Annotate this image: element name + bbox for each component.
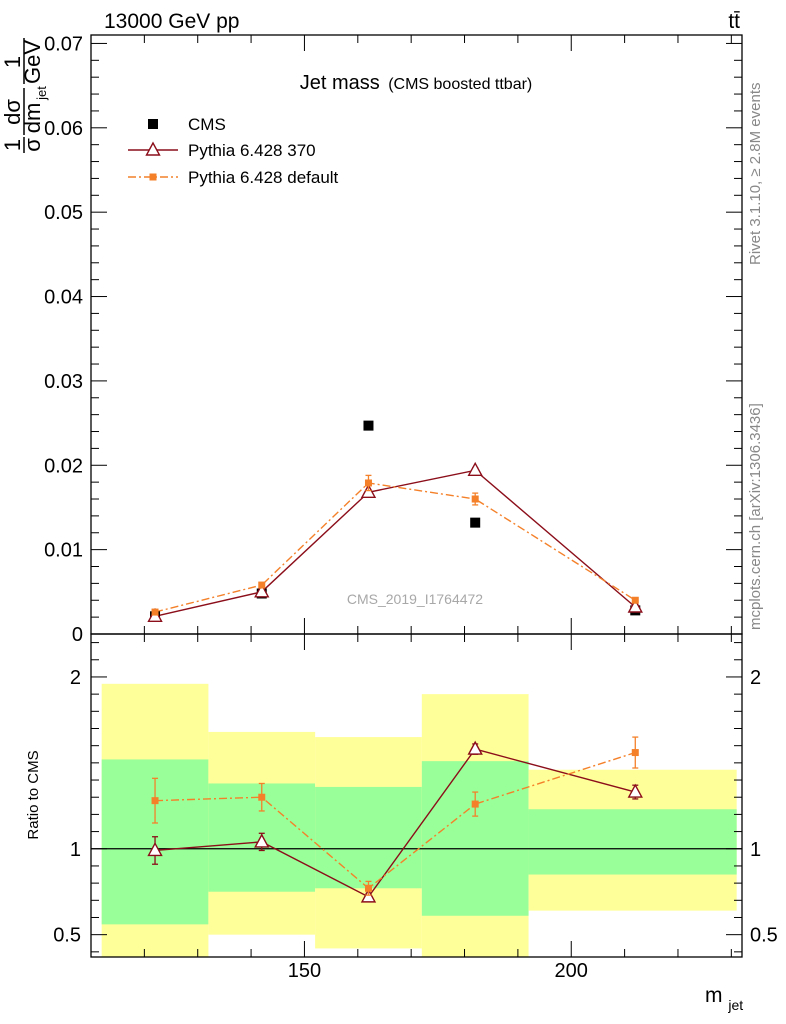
legend: CMS Pythia 6.428 370 Pythia 6.428 default (128, 115, 339, 187)
y-label-frac1-num: 1 (0, 139, 25, 151)
ratio-pythia-370-point (147, 842, 163, 857)
legend-label-pythia-default: Pythia 6.428 default (188, 168, 339, 187)
main-y-tick-label: 0.01 (44, 540, 83, 562)
energy-label: 13000 GeV pp (104, 10, 239, 33)
process-label: tt̄ (728, 10, 740, 33)
ratio-y-tick-label-right: 2 (750, 667, 761, 689)
ratio-pythia-370-point (467, 740, 483, 755)
main-pythia-370-point (467, 461, 483, 477)
legend-label-pythia-370: Pythia 6.428 370 (188, 141, 316, 160)
main-y-tick-label: 0.07 (44, 33, 83, 55)
ratio-y-tick-label-left: 0.5 (53, 925, 81, 947)
y-label-frac2-num: dσ (0, 99, 25, 125)
ratio-pythia-default-point (631, 749, 639, 757)
main-pythia-370-point (627, 598, 643, 613)
plot-title-sub: (CMS boosted ttbar) (388, 76, 532, 93)
y-label-frac2-den: dm (20, 103, 45, 134)
main-y-tick-label: 0.02 (44, 455, 83, 477)
ratio-y-label: Ratio to CMS (25, 750, 42, 839)
ratio-pythia-default-point (364, 884, 372, 892)
y-label-frac1-den: σ (20, 138, 45, 152)
main-pythia-default-point (631, 596, 639, 604)
ratio-panel-frame (90, 633, 743, 958)
main-y-tick-label: 0.05 (44, 202, 83, 224)
x-axis-label: m jet (705, 984, 743, 1013)
side-text-rivet: Rivet 3.1.10, ≥ 2.8M events (747, 83, 764, 266)
plot-title-main: Jet mass (300, 72, 380, 94)
main-pythia-default-point (151, 608, 159, 616)
x-axis-label-sub: jet (727, 997, 743, 1013)
ratio-pythia-370-point (360, 888, 377, 903)
x-tick-label: 150 (288, 960, 321, 982)
side-text-mcplots: mcplots.cern.ch [arXiv:1306.3436] (747, 403, 764, 630)
main-plot-panel: 0 0.01 0.02 0.03 0.04 0.05 0.06 0.07 (44, 33, 743, 646)
ratio-pythia-default-point (151, 797, 159, 805)
ratio-pythia-default-point (471, 800, 479, 808)
main-cms-point (363, 420, 374, 431)
main-pythia-370-point (360, 483, 377, 498)
ratio-pythia-370-point (254, 833, 270, 848)
ratio-y-tick-label-right: 1 (750, 839, 761, 861)
y-label-frac3-den: GeV (20, 40, 45, 84)
main-y-tick-label: 0 (72, 624, 83, 646)
analysis-watermark: CMS_2019_I1764472 (347, 591, 483, 607)
x-axis-label-main: m (705, 984, 723, 1007)
uncertainty-band-inner (421, 761, 529, 916)
uncertainty-band-inner (315, 786, 422, 889)
y-axis-label-top: 1 σ dσ dm jet 1 GeV (0, 38, 49, 153)
ratio-y-tick-label-left: 2 (70, 667, 81, 689)
main-pythia-default-point (471, 495, 479, 503)
ratio-y-tick-label-left: 1 (70, 839, 81, 861)
ratio-y-tick-label-right: 0.5 (750, 925, 778, 947)
uncertainty-band-inner (528, 809, 737, 875)
main-y-tick-label: 0.04 (44, 287, 83, 309)
y-label-frac3-num: 1 (0, 56, 25, 68)
main-pythia-default-point (364, 479, 372, 487)
main-pythia-default-point (258, 581, 266, 589)
ratio-pythia-default-point (258, 793, 266, 801)
main-y-tick-label: 0.03 (44, 371, 83, 393)
plot-title: Jet mass (CMS boosted ttbar) (300, 72, 533, 94)
ratio-plot-panel: 0.5 0.5 1 1 2 2 150 200 (53, 633, 778, 982)
legend-marker-pythia-370 (145, 141, 161, 156)
legend-label-cms: CMS (188, 115, 226, 134)
main-y-tick-label: 0.06 (44, 118, 83, 140)
ratio-pythia-370-point (627, 783, 643, 798)
legend-marker-cms (148, 119, 158, 129)
y-label-frac2-den-sub: jet (34, 86, 49, 101)
x-tick-label: 200 (555, 960, 588, 982)
main-cms-point (470, 517, 481, 528)
main-pythia-370-point (254, 583, 270, 598)
legend-marker-pythia-default (149, 173, 157, 181)
